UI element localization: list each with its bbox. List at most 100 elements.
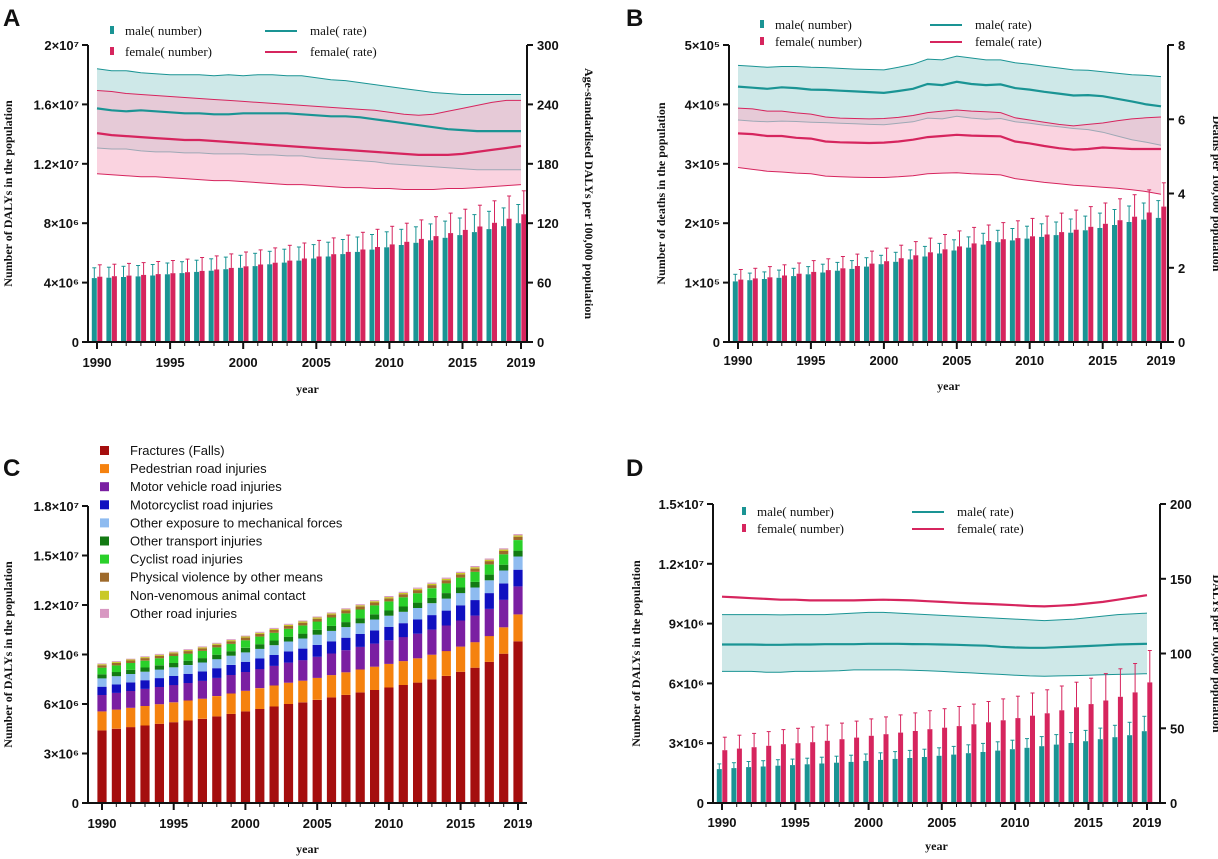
bar-female [869,263,875,342]
stack-segment-other-transport-injuries [513,550,523,557]
legend-label: male( number) [775,17,852,32]
stack-segment-motorcyclist-road-injuries [513,569,523,587]
legend-label: male( rate) [975,17,1032,32]
stack-segment-physical-violence-by-other-means [384,598,394,602]
stack-segment-cyclist-road-injuries [154,658,164,666]
band-edge-lower [737,167,1162,195]
stack-segment-pedestrian-road-injuries [370,666,380,690]
stack-segment-non-venomous-animal-contact [370,601,380,603]
bar-male [776,277,782,342]
bar-female [1088,704,1094,803]
stack-segment-physical-violence-by-other-means [513,536,523,540]
stack-segment-other-road-injuries [183,649,193,651]
stack-segment-physical-violence-by-other-means [312,618,322,622]
bar-female [1073,229,1079,342]
y-tick-label: 1.5×10⁷ [34,549,80,564]
stack-segment-cyclist-road-injuries [240,640,251,648]
stack-segment-motorcyclist-road-injuries [470,600,480,616]
y-tick-label: 9×10⁶ [44,648,79,663]
stack-segment-physical-violence-by-other-means [326,614,337,618]
legend-label: female( number) [757,521,844,536]
y2-tick-label: 8 [1178,38,1185,53]
band-edge-upper [96,68,521,95]
bar-female [170,273,176,342]
stack-segment-other-road-injuries [341,608,351,610]
stack-segment-other-road-injuries [126,658,136,660]
stack-segment-motorcyclist-road-injuries [183,673,193,683]
bar-female [360,249,366,342]
bar-female [1044,234,1050,342]
stack-segment-motor-vehicle-road-injuries [298,660,308,681]
bar-male [442,237,448,342]
stack-segment-other-exposure-to-mechanical-forces [413,608,423,620]
legend-label: Motorcyclist road injuries [130,497,274,512]
stack-segment-physical-violence-by-other-means [398,594,408,598]
line-female-rate [96,132,522,156]
stack-segment-other-exposure-to-mechanical-forces [269,645,279,655]
y-tick-label: 0 [72,335,79,350]
stack-segment-other-exposure-to-mechanical-forces [370,619,380,631]
stack-segment-fractures--falls- [513,641,523,803]
stack-segment-pedestrian-road-injuries [355,669,365,693]
stack-segment-pedestrian-road-injuries [312,677,322,700]
x-tick-label: 2019 [1133,815,1162,830]
bar-female [111,276,117,342]
stack-segment-fractures--falls- [226,713,236,803]
stack-segment-cyclist-road-injuries [126,663,136,670]
bar-male [1068,743,1074,803]
stack-segment-non-venomous-animal-contact [183,650,193,651]
stack-segment-motorcyclist-road-injuries [111,684,121,693]
stack-segment-fractures--falls- [169,722,179,804]
stack-segment-other-transport-injuries [126,669,136,674]
bar-male [878,759,883,803]
stack-segment-fractures--falls- [312,699,322,803]
line-male-rate [722,642,1148,649]
stack-segment-physical-violence-by-other-means [470,568,480,572]
stack-segment-other-exposure-to-mechanical-forces [484,580,494,594]
stack-segment-motor-vehicle-road-injuries [456,620,466,647]
bar-female [1132,216,1138,342]
stack-segment-motor-vehicle-road-injuries [326,653,337,676]
stack-segment-other-road-injuries [154,653,164,655]
stack-segment-non-venomous-animal-contact [355,605,365,607]
bar-female [1102,223,1108,342]
stack-segment-pedestrian-road-injuries [470,642,480,668]
legend-swatch [100,536,109,546]
stack-segment-other-exposure-to-mechanical-forces [398,611,408,624]
y-tick-label: 3×10⁶ [44,747,79,762]
stack-segment-other-road-injuries [513,534,523,536]
bar-male [995,242,1001,342]
bar-male [907,758,913,803]
panel-label: D [626,455,643,482]
stack-segment-motor-vehicle-road-injuries [240,672,251,691]
bar-male [731,768,737,803]
x-tick-label: 2019 [1147,353,1176,368]
stack-segment-other-transport-injuries [370,614,380,620]
bar-male [1141,731,1147,803]
stack-segment-fractures--falls- [298,702,308,803]
bar-male [384,247,390,342]
bar-male [1127,735,1133,803]
stack-segment-other-exposure-to-mechanical-forces [197,662,207,672]
stack-segment-fractures--falls- [456,671,466,803]
legend-label: Non-venomous animal contact [130,588,306,603]
bar-female [155,274,161,342]
bar-male [791,276,797,342]
stack-segment-motorcyclist-road-injuries [484,593,494,609]
bar-male [252,266,258,342]
stack-segment-pedestrian-road-injuries [326,675,337,698]
stack-segment-non-venomous-animal-contact [441,578,451,581]
bar-male [1126,222,1132,342]
band-edge-lower [722,669,1148,677]
stack-segment-motor-vehicle-road-injuries [197,680,207,699]
bar-female [1088,226,1094,342]
stack-segment-non-venomous-animal-contact [499,549,509,551]
y-tick-label: 1.8×10⁷ [34,499,80,514]
panel-a: A 0 4×10⁶ 8×10⁶ 1.2×10⁷ 1.6×10⁷ 2×10⁷ 0 60 120 180… [1,5,596,396]
stack-segment-physical-violence-by-other-means [140,658,150,661]
bar-male [1097,739,1103,803]
bar-female [957,246,962,342]
bar-female [1015,718,1021,803]
stack-segment-motorcyclist-road-injuries [255,658,265,670]
bar-male [760,766,766,803]
